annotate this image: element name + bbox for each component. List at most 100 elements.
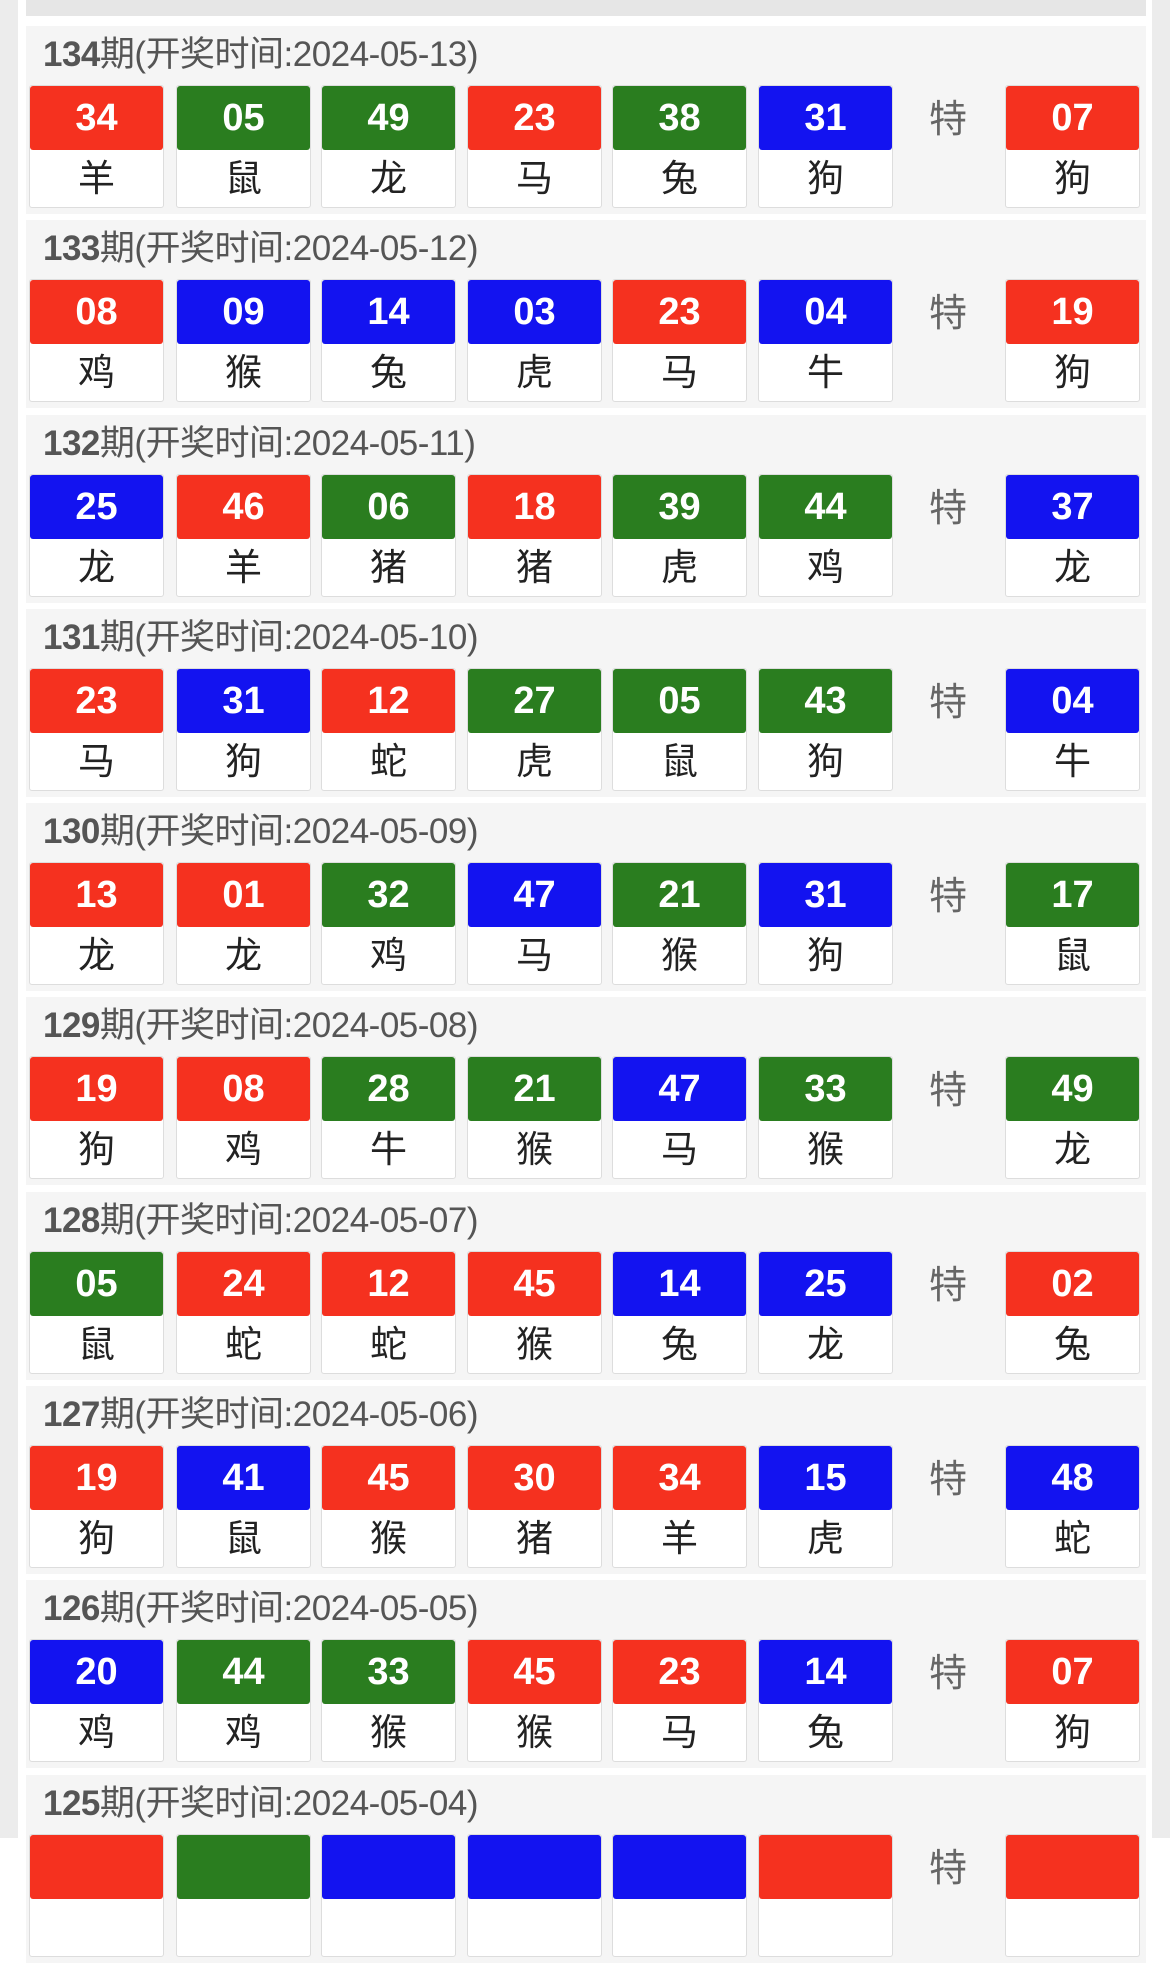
draw-row: 127期(开奖时间:2024-05-06) 19 狗 41 鼠 45 猴 30 猪 34 羊 15 虎 特… (26, 1386, 1146, 1575)
ball-number: 23 (30, 668, 163, 733)
ball-number: 41 (177, 1446, 310, 1511)
number-ball: 23 马 (467, 85, 602, 208)
ball-number (322, 1834, 455, 1899)
ball-zodiac (613, 1899, 746, 1957)
special-label: 特 (929, 99, 968, 141)
special-ball: 07 狗 (1005, 1639, 1140, 1763)
draw-date: 2024-05-04 (292, 1783, 468, 1823)
ball-number: 34 (30, 86, 163, 150)
ball-number: 18 (468, 474, 601, 539)
number-ball: 14 兔 (321, 279, 456, 403)
draw-title: 126期(开奖时间:2024-05-05) (43, 1584, 479, 1634)
title-label: 期(开奖时间: (99, 812, 293, 852)
ball-zodiac: 虎 (516, 352, 553, 394)
draw-title: 127期(开奖时间:2024-05-06) (43, 1390, 479, 1440)
number-ball: 09 猴 (176, 279, 311, 403)
ball-zodiac: 狗 (225, 740, 262, 782)
ball-number: 05 (613, 668, 746, 733)
number-ball: 31 狗 (758, 862, 893, 986)
ball-zodiac: 马 (661, 1129, 698, 1171)
ball-zodiac: 虎 (516, 740, 553, 782)
title-close: ) (466, 617, 479, 657)
title-close: ) (466, 35, 479, 74)
ball-zodiac: 猴 (370, 1712, 407, 1754)
ball-number: 19 (30, 1446, 163, 1511)
ball-number (30, 1834, 163, 1899)
ball-number: 25 (759, 1251, 892, 1316)
number-ball: 34 羊 (29, 85, 164, 208)
title-label: 期(开奖时间: (99, 1200, 293, 1240)
ball-zodiac: 龙 (1054, 1129, 1091, 1171)
draw-title: 125期(开奖时间:2024-05-04) (43, 1779, 479, 1829)
ball-number: 01 (177, 863, 310, 928)
ball-zodiac: 龙 (78, 935, 115, 977)
title-label: 期(开奖时间: (99, 229, 293, 269)
special-label: 特 (929, 1070, 968, 1113)
ball-number: 24 (177, 1251, 310, 1316)
ball-number: 31 (759, 863, 892, 928)
draw-date: 2024-05-05 (292, 1589, 468, 1629)
ball-number: 30 (468, 1446, 601, 1511)
number-ball: 32 鸡 (321, 862, 456, 986)
number-ball: 05 鼠 (612, 667, 747, 791)
ball-zodiac (322, 1899, 455, 1957)
ball-zodiac: 猴 (516, 1712, 553, 1754)
ball-zodiac: 猴 (516, 1323, 553, 1365)
ball-number: 15 (759, 1446, 892, 1511)
number-ball: 14 兔 (612, 1250, 747, 1374)
number-ball: 27 虎 (467, 667, 602, 791)
number-ball: 45 猴 (467, 1639, 602, 1763)
special-label: 特 (929, 293, 968, 336)
issue-number: 131 (43, 617, 100, 657)
ball-zodiac: 马 (516, 158, 553, 199)
ball-number: 45 (468, 1251, 601, 1316)
ball-number: 47 (468, 863, 601, 928)
title-label: 期(开奖时间: (99, 1589, 293, 1629)
ball-zodiac: 龙 (370, 158, 407, 199)
ball-zodiac: 猪 (516, 1518, 553, 1560)
draw-title: 132期(开奖时间:2024-05-11) (43, 419, 476, 469)
draw-row: 133期(开奖时间:2024-05-12) 08 鸡 09 猴 14 兔 03 虎 23 马 04 牛 特… (26, 220, 1146, 409)
number-ball: 43 狗 (758, 667, 893, 791)
ball-number: 31 (759, 86, 892, 150)
special-ball (1005, 1833, 1140, 1957)
ball-number: 31 (177, 668, 310, 733)
ball-zodiac: 鸡 (78, 352, 115, 394)
ball-zodiac: 牛 (1054, 740, 1091, 782)
draw-title: 134期(开奖时间:2024-05-13) (43, 30, 479, 80)
ball-zodiac: 蛇 (370, 740, 407, 782)
title-close: ) (466, 1006, 479, 1046)
title-close: ) (466, 1589, 479, 1629)
ball-zodiac: 鸡 (225, 1712, 262, 1754)
ball-number: 28 (322, 1057, 455, 1122)
issue-number: 127 (43, 1395, 100, 1435)
ball-zodiac: 羊 (78, 158, 115, 199)
ball-zodiac (177, 1899, 310, 1957)
special-ball: 02 兔 (1005, 1250, 1140, 1374)
number-ball: 47 马 (467, 862, 602, 986)
special-label: 特 (929, 1264, 968, 1307)
ball-zodiac: 猪 (516, 546, 553, 588)
ball-number (613, 1834, 746, 1899)
ball-number: 19 (30, 1057, 163, 1122)
ball-zodiac: 鼠 (661, 740, 698, 782)
number-ball (467, 1833, 602, 1957)
ball-number: 49 (322, 86, 455, 150)
ball-number: 45 (322, 1446, 455, 1511)
ball-zodiac: 鸡 (78, 1712, 115, 1754)
special-label: 特 (929, 1653, 968, 1696)
number-ball (321, 1833, 456, 1957)
number-ball: 25 龙 (758, 1250, 893, 1374)
number-ball (758, 1833, 893, 1957)
ball-zodiac: 蛇 (225, 1323, 262, 1365)
ball-number: 19 (1006, 280, 1139, 345)
ball-number: 02 (1006, 1251, 1139, 1316)
ball-number: 17 (1006, 863, 1139, 928)
special-label: 特 (929, 1847, 968, 1890)
title-close: ) (466, 1783, 479, 1823)
ball-number: 23 (613, 280, 746, 345)
ball-number: 47 (613, 1057, 746, 1122)
number-ball: 08 鸡 (29, 279, 164, 403)
ball-number: 25 (30, 474, 163, 539)
number-ball (29, 1833, 164, 1957)
